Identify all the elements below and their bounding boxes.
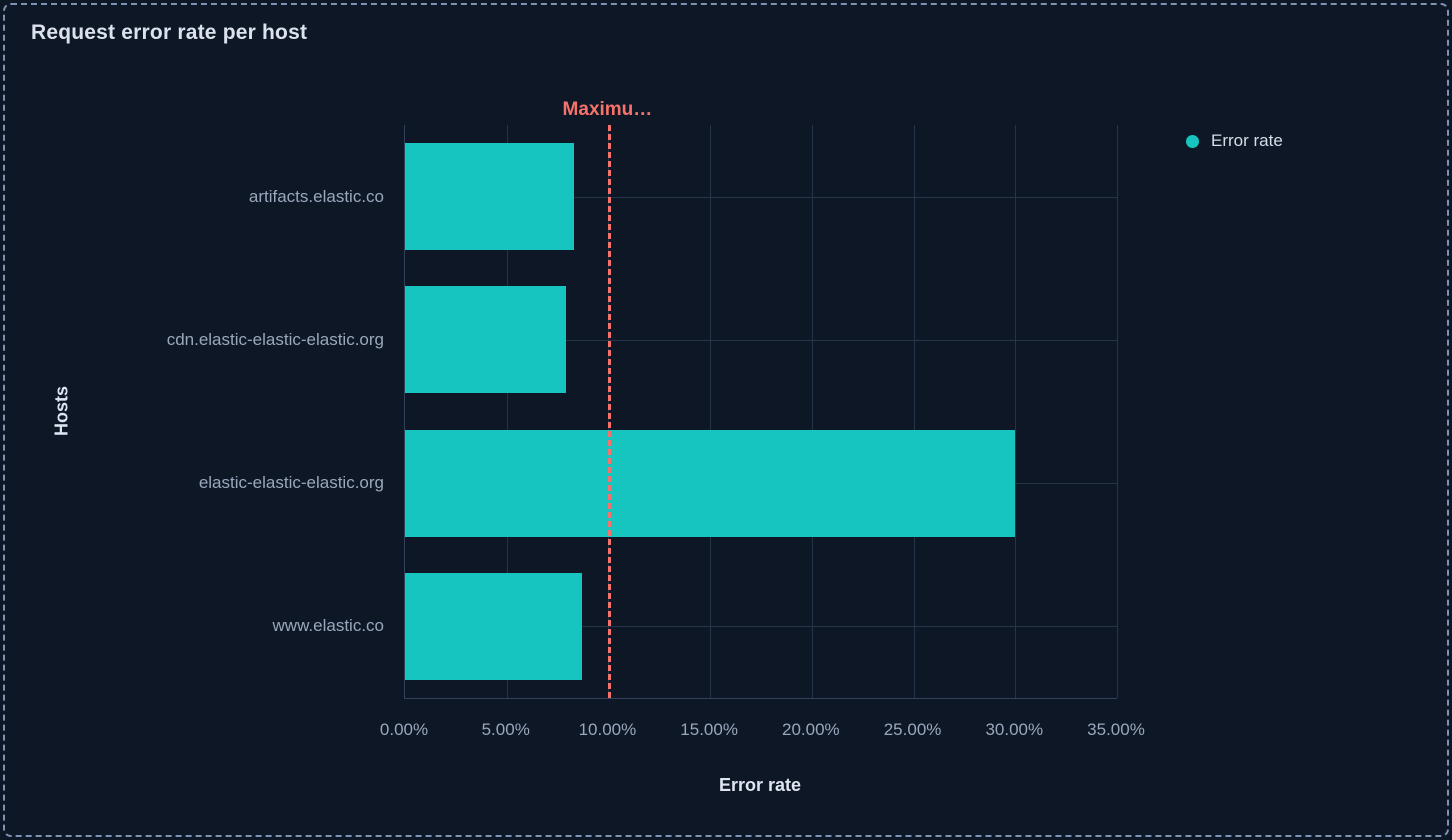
legend-item-label: Error rate	[1211, 131, 1283, 150]
bar-cdn.elastic-elastic-elastic.org[interactable]	[405, 286, 566, 394]
plot-area	[404, 125, 1118, 699]
x-axis-tick-label: 30.00%	[985, 720, 1044, 739]
threshold-line	[608, 125, 612, 698]
bar-artifacts.elastic.co[interactable]	[405, 143, 574, 251]
legend-swatch-icon	[1186, 134, 1199, 148]
x-axis-title: Error rate	[718, 775, 802, 795]
x-axis-tick-label: 20.00%	[782, 720, 840, 739]
horizontal-gridline	[405, 626, 1117, 628]
panel-title: Request error rate per host	[31, 21, 308, 44]
x-axis-tick-label: 0.00%	[379, 720, 429, 739]
x-axis-tick-label: 5.00%	[481, 720, 530, 739]
horizontal-gridline	[405, 339, 1117, 341]
vertical-gridline	[913, 125, 915, 698]
x-axis-tick-label: 10.00%	[578, 720, 637, 739]
y-axis-label: elastic-elastic-elastic.org	[198, 473, 384, 493]
bar-www.elastic.co[interactable]	[405, 572, 582, 680]
legend-item-error-rate[interactable]: Error rate	[1186, 131, 1283, 151]
threshold-label: Maximu…	[562, 99, 653, 120]
vertical-gridline	[1015, 125, 1017, 698]
bar-elastic-elastic-elastic.org[interactable]	[405, 429, 1016, 537]
y-axis-label: cdn.elastic-elastic-elastic.org	[166, 329, 384, 349]
horizontal-gridline	[405, 196, 1117, 198]
x-axis-tick-label: 25.00%	[883, 720, 942, 739]
panel: Request error rate per host artifacts.el…	[3, 3, 1449, 837]
y-axis-label: www.elastic.co	[272, 616, 384, 636]
x-axis-tick-label: 35.00%	[1087, 720, 1145, 739]
legend: Error rate	[1186, 131, 1283, 151]
x-axis-tick-label: 15.00%	[680, 720, 738, 739]
vertical-gridline	[710, 125, 712, 698]
vertical-gridline	[1117, 125, 1118, 698]
y-axis-label: artifacts.elastic.co	[248, 186, 384, 206]
vertical-gridline	[506, 125, 508, 698]
y-axis-title: Hosts	[51, 385, 72, 437]
vertical-gridline	[811, 125, 813, 698]
